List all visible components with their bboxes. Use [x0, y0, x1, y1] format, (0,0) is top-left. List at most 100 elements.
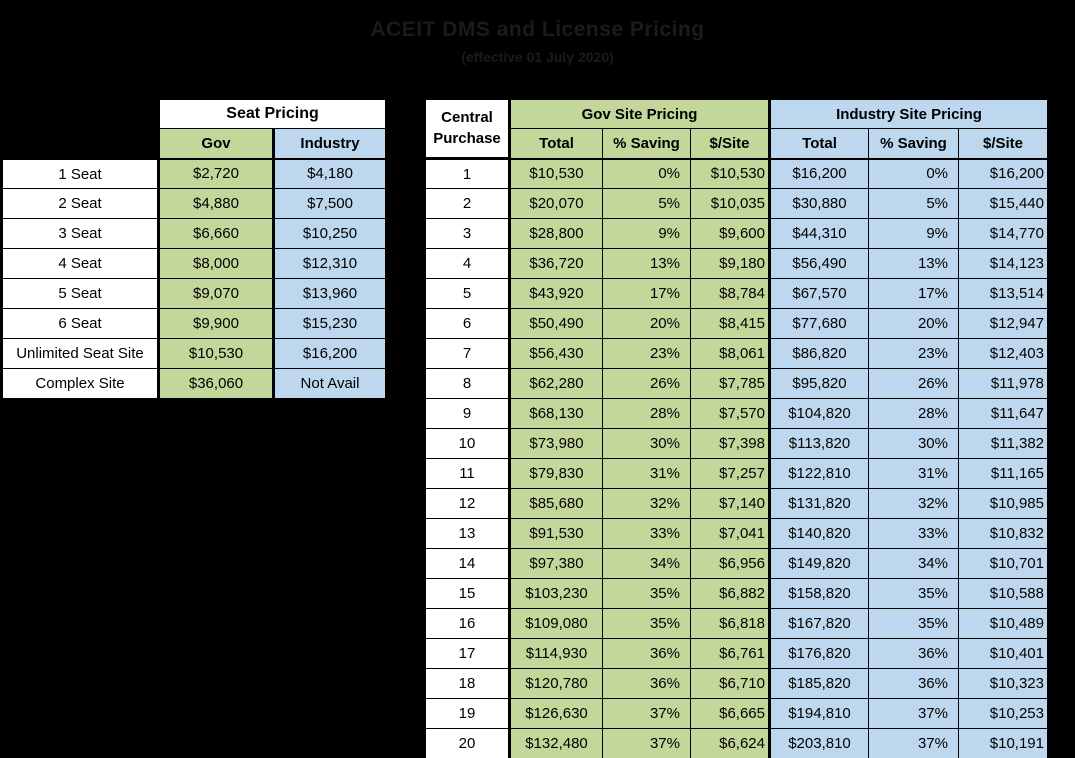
gov-price-cell: $36,060 [158, 368, 275, 399]
industry-total-header: Total [769, 128, 869, 160]
industry-per-site-cell: $10,191 [958, 728, 1050, 758]
volume-table-row: 1 $10,530 0% $10,530 $16,200 0% $16,200 [423, 158, 1050, 189]
volume-table-row: 11 $79,830 31% $7,257 $122,810 31% $11,1… [423, 458, 1050, 489]
volume-table-row: 20 $132,480 37% $6,624 $203,810 37% $10,… [423, 728, 1050, 758]
seat-table-row: 6 Seat $9,900 $15,230 [0, 308, 389, 339]
seat-row-label: 6 Seat [0, 308, 160, 339]
industry-total-cell: $149,820 [769, 548, 869, 579]
industry-per-site-cell: $14,123 [958, 248, 1050, 279]
gov-total-cell: $103,230 [509, 578, 603, 609]
industry-saving-cell: 36% [868, 668, 959, 699]
gov-saving-cell: 5% [602, 188, 691, 219]
central-purchase-qty-cell: 11 [423, 458, 511, 489]
volume-table-row: 12 $85,680 32% $7,140 $131,820 32% $10,9… [423, 488, 1050, 519]
gov-saving-cell: 28% [602, 398, 691, 429]
gov-per-site-cell: $6,761 [690, 638, 771, 669]
gov-total-cell: $62,280 [509, 368, 603, 399]
gov-per-site-cell: $7,398 [690, 428, 771, 459]
gov-price-cell: $10,530 [158, 338, 275, 369]
volume-table-row: 13 $91,530 33% $7,041 $140,820 33% $10,8… [423, 518, 1050, 549]
industry-per-site-cell: $10,701 [958, 548, 1050, 579]
volume-table-body: 1 $10,530 0% $10,530 $16,200 0% $16,200 … [423, 158, 1050, 758]
gov-total-cell: $120,780 [509, 668, 603, 699]
seat-table-row: 5 Seat $9,070 $13,960 [0, 278, 389, 309]
industry-per-site-cell: $12,403 [958, 338, 1050, 369]
gov-saving-cell: 35% [602, 608, 691, 639]
gov-per-site-cell: $7,140 [690, 488, 771, 519]
industry-total-cell: $30,880 [769, 188, 869, 219]
industry-saving-cell: 30% [868, 428, 959, 459]
seat-row-label: 3 Seat [0, 218, 160, 249]
gov-per-site-cell: $6,710 [690, 668, 771, 699]
central-purchase-qty-cell: 18 [423, 668, 511, 699]
seat-row-label: Unlimited Seat Site [0, 338, 160, 369]
industry-total-cell: $95,820 [769, 368, 869, 399]
central-purchase-line2: Purchase [433, 129, 501, 147]
industry-per-site-cell: $14,770 [958, 218, 1050, 249]
volume-table-row: 4 $36,720 13% $9,180 $56,490 13% $14,123 [423, 248, 1050, 279]
gov-total-cell: $43,920 [509, 278, 603, 309]
gov-total-cell: $79,830 [509, 458, 603, 489]
gov-site-pricing-header: Gov Site Pricing [509, 97, 771, 129]
industry-saving-cell: 5% [868, 188, 959, 219]
industry-total-cell: $176,820 [769, 638, 869, 669]
gov-total-cell: $28,800 [509, 218, 603, 249]
industry-total-cell: $167,820 [769, 608, 869, 639]
volume-table-row: 8 $62,280 26% $7,785 $95,820 26% $11,978 [423, 368, 1050, 399]
central-purchase-line1: Central [441, 109, 493, 127]
gov-per-site-cell: $8,784 [690, 278, 771, 309]
gov-column-header: Gov [157, 128, 275, 160]
seat-table-title-row: Seat Pricing [2, 97, 389, 129]
gov-total-cell: $91,530 [509, 518, 603, 549]
gov-saving-header: % Saving [602, 128, 691, 160]
central-purchase-qty-cell: 16 [423, 608, 511, 639]
industry-total-cell: $16,200 [769, 158, 869, 189]
industry-total-cell: $77,680 [769, 308, 869, 339]
seat-row-label: 5 Seat [0, 278, 160, 309]
seat-row-label: 2 Seat [0, 188, 160, 219]
industry-saving-cell: 17% [868, 278, 959, 309]
industry-total-cell: $56,490 [769, 248, 869, 279]
volume-table-subheader-row: Total % Saving $/Site Total % Saving $/S… [425, 128, 1050, 160]
gov-per-site-cell: $7,257 [690, 458, 771, 489]
volume-table-row: 9 $68,130 28% $7,570 $104,820 28% $11,64… [423, 398, 1050, 429]
seat-row-label: 4 Seat [0, 248, 160, 279]
gov-total-cell: $85,680 [509, 488, 603, 519]
industry-total-cell: $104,820 [769, 398, 869, 429]
gov-total-cell: $50,490 [509, 308, 603, 339]
industry-per-site-header: $/Site [958, 128, 1050, 160]
gov-total-cell: $73,980 [509, 428, 603, 459]
page-subtitle: (effective 01 July 2020) [461, 49, 614, 65]
page-title: ACEIT DMS and License Pricing [370, 18, 705, 41]
gov-price-cell: $2,720 [158, 158, 275, 189]
gov-per-site-cell: $7,041 [690, 518, 771, 549]
gov-saving-cell: 20% [602, 308, 691, 339]
industry-total-cell: $86,820 [769, 338, 869, 369]
volume-table-row: 6 $50,490 20% $8,415 $77,680 20% $12,947 [423, 308, 1050, 339]
gov-saving-cell: 30% [602, 428, 691, 459]
industry-column-header: Industry [272, 128, 389, 160]
gov-saving-cell: 36% [602, 638, 691, 669]
volume-pricing-table: Central Purchase Gov Site Pricing Indust… [423, 97, 1050, 758]
gov-saving-cell: 0% [602, 158, 691, 189]
central-purchase-qty-cell: 14 [423, 548, 511, 579]
gov-per-site-cell: $9,600 [690, 218, 771, 249]
industry-price-cell: $16,200 [272, 338, 389, 369]
gov-per-site-cell: $9,180 [690, 248, 771, 279]
gov-total-header: Total [509, 128, 603, 160]
industry-total-cell: $203,810 [769, 728, 869, 758]
industry-saving-cell: 26% [868, 368, 959, 399]
gov-price-cell: $9,900 [158, 308, 275, 339]
gov-total-cell: $68,130 [509, 398, 603, 429]
industry-per-site-cell: $11,165 [958, 458, 1050, 489]
central-purchase-qty-cell: 4 [423, 248, 511, 279]
industry-total-cell: $67,570 [769, 278, 869, 309]
gov-per-site-cell: $7,785 [690, 368, 771, 399]
industry-price-cell: $15,230 [272, 308, 389, 339]
industry-total-cell: $131,820 [769, 488, 869, 519]
industry-saving-cell: 35% [868, 578, 959, 609]
central-purchase-qty-cell: 7 [423, 338, 511, 369]
gov-total-cell: $56,430 [509, 338, 603, 369]
industry-total-cell: $194,810 [769, 698, 869, 729]
